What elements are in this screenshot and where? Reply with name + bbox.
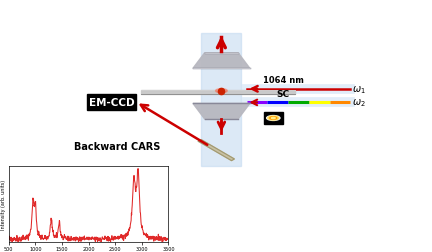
Text: EM-CCD: EM-CCD xyxy=(89,98,134,108)
Bar xyxy=(201,34,241,166)
Text: SC: SC xyxy=(277,89,290,98)
Bar xyxy=(87,94,136,111)
Polygon shape xyxy=(193,104,250,119)
Polygon shape xyxy=(193,53,250,69)
Text: Backward CARS: Backward CARS xyxy=(74,142,161,152)
Ellipse shape xyxy=(271,118,275,119)
Text: 1064 nm: 1064 nm xyxy=(263,76,304,85)
Ellipse shape xyxy=(267,116,280,121)
Bar xyxy=(141,90,295,94)
Bar xyxy=(264,113,283,124)
Y-axis label: Intensity (arb. units): Intensity (arb. units) xyxy=(1,179,6,229)
Ellipse shape xyxy=(268,117,279,120)
Ellipse shape xyxy=(270,117,277,120)
Ellipse shape xyxy=(216,89,227,93)
Polygon shape xyxy=(198,140,235,161)
Text: $\omega_1$: $\omega_1$ xyxy=(352,84,366,95)
Text: $\omega_2$: $\omega_2$ xyxy=(352,97,365,109)
